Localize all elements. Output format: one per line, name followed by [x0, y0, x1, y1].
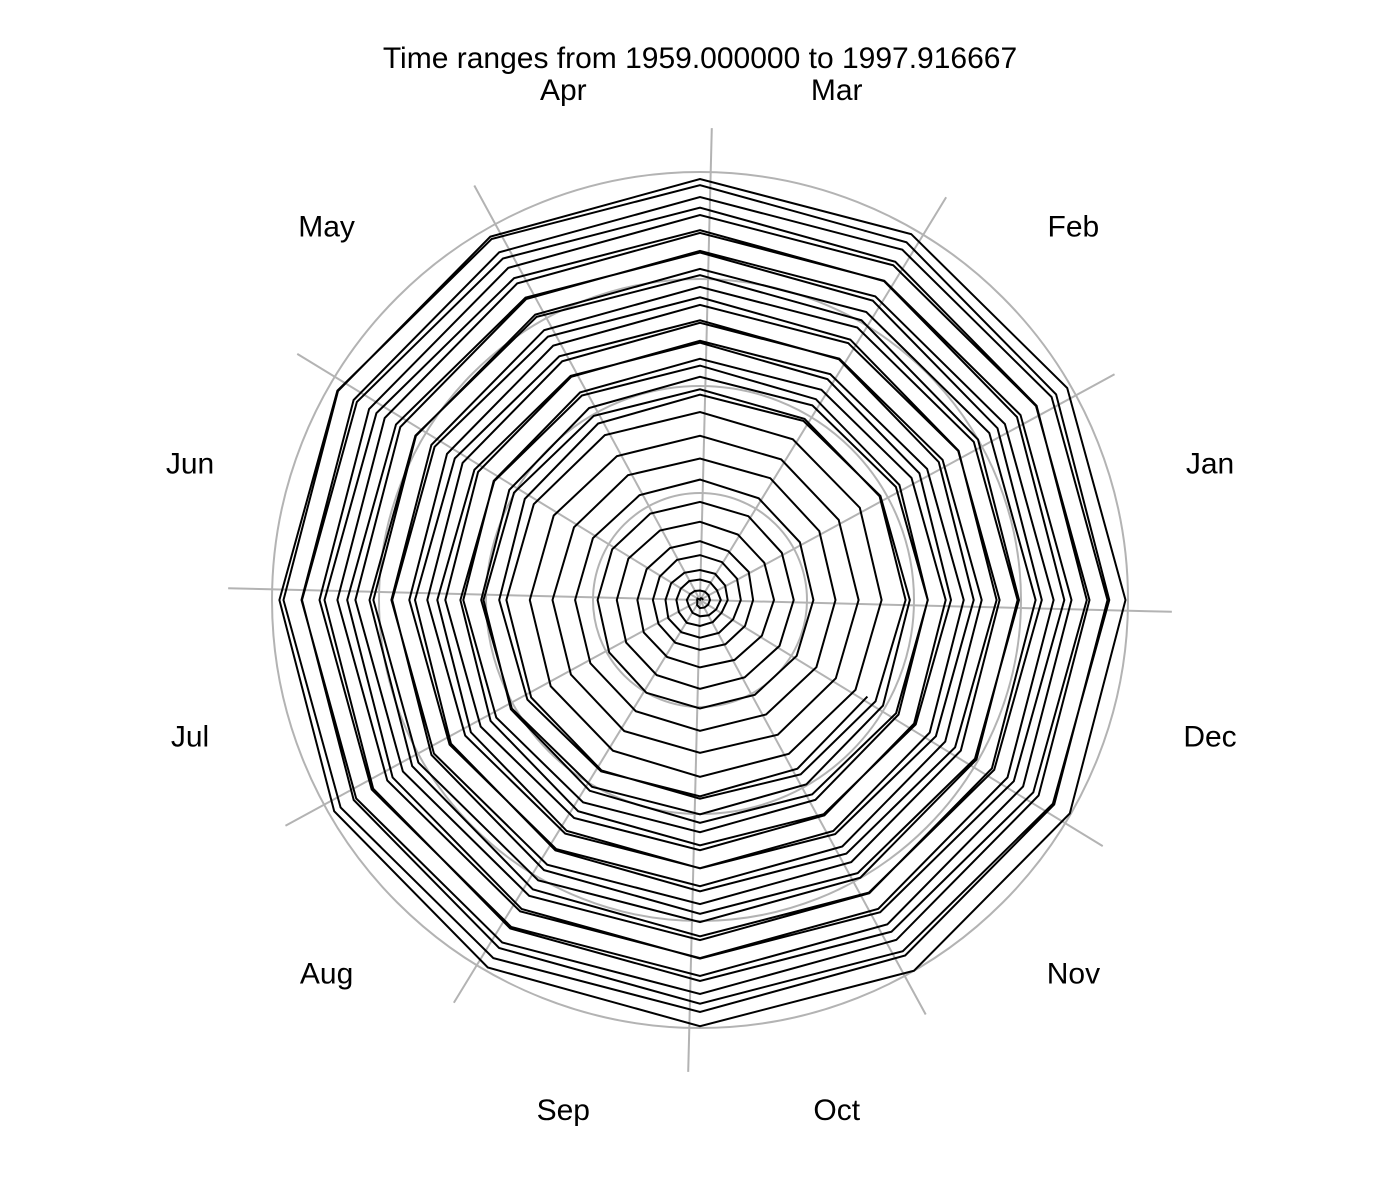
- angle-label-mar: Mar: [811, 74, 863, 107]
- angle-label-may: May: [298, 211, 355, 244]
- spoke-mar: [699, 196, 947, 601]
- grid-circle: [378, 278, 1022, 922]
- angle-label-jun: Jun: [166, 447, 214, 480]
- angle-label-apr: Apr: [540, 74, 587, 107]
- angle-label-dec: Dec: [1183, 721, 1236, 754]
- spoke-apr: [699, 128, 713, 601]
- spoke-aug: [284, 599, 701, 827]
- angle-label-feb: Feb: [1048, 211, 1100, 244]
- angle-label-jul: Jul: [171, 721, 209, 754]
- spiral-series: [278, 177, 1127, 1028]
- spoke-oct: [687, 599, 701, 1072]
- angle-label-jan: Jan: [1186, 447, 1234, 480]
- grid-circle: [592, 492, 808, 708]
- grid-circle: [271, 171, 1129, 1029]
- spoke-nov: [699, 599, 927, 1016]
- angle-label-oct: Oct: [813, 1094, 860, 1127]
- spoke-feb: [699, 373, 1116, 601]
- angle-label-aug: Aug: [300, 957, 353, 990]
- month-labels: Jan Feb Mar Apr May Jun Jul Aug Sep Oct Nov Dec: [166, 74, 1237, 1127]
- spoke-jan: [699, 599, 1172, 613]
- angle-label-nov: Nov: [1047, 957, 1100, 990]
- series-line: [278, 177, 1127, 1028]
- spoke-dec: [699, 599, 1104, 847]
- chart-title: Time ranges from 1959.000000 to 1997.916…: [382, 42, 1018, 75]
- angle-label-sep: Sep: [537, 1094, 590, 1127]
- spoke-sep: [453, 599, 701, 1004]
